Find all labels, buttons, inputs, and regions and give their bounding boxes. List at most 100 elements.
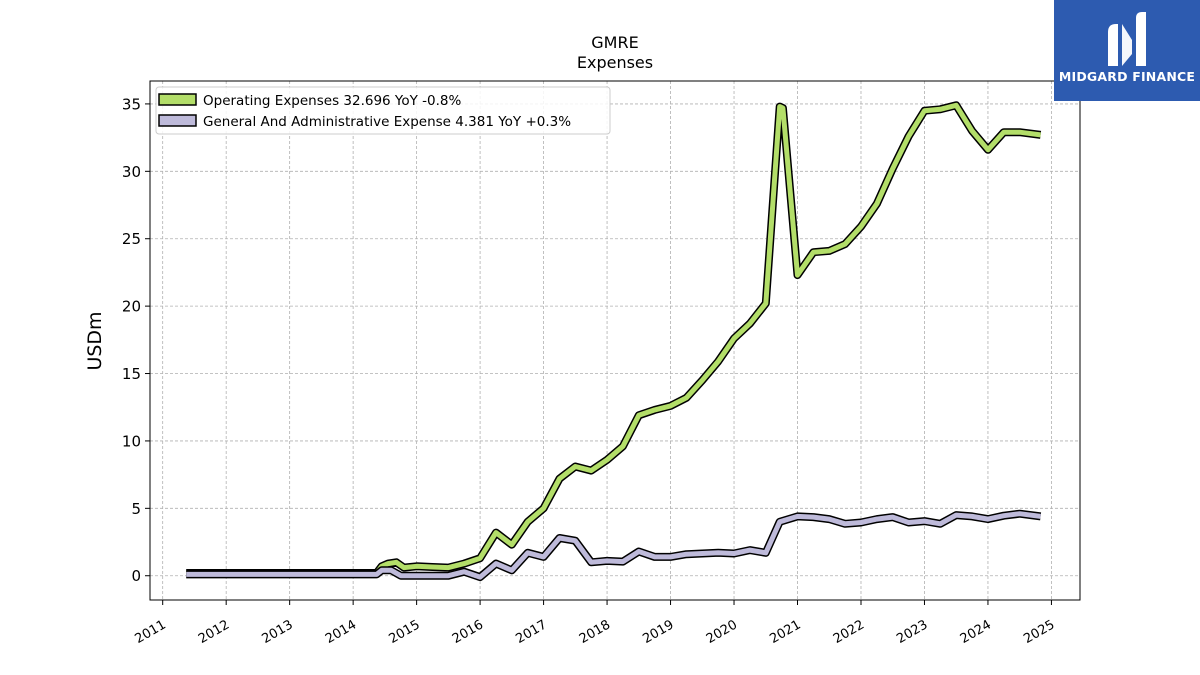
data-point [525, 519, 530, 524]
data-point [636, 549, 641, 554]
data-point [906, 134, 911, 139]
x-tick-label: 2014 [323, 617, 359, 647]
data-point [589, 560, 594, 565]
data-point [401, 565, 406, 570]
data-point [374, 572, 379, 577]
data-point [446, 573, 451, 578]
data-point [398, 573, 403, 578]
x-tick-label: 2018 [577, 617, 613, 647]
data-point [843, 242, 848, 247]
data-point [732, 551, 737, 556]
x-tick-label: 2017 [513, 617, 549, 647]
data-point [716, 359, 721, 364]
data-point [763, 550, 768, 555]
data-point [811, 250, 816, 255]
data-point [652, 554, 657, 559]
data-point [620, 444, 625, 449]
data-point [414, 573, 419, 578]
series-line-general-and-administrative-expense [186, 511, 1041, 580]
data-point [986, 147, 991, 152]
data-point [573, 464, 578, 469]
y-tick-label: 35 [122, 95, 141, 113]
data-point [843, 521, 848, 526]
data-point [386, 561, 391, 566]
data-point [430, 573, 435, 578]
data-point [874, 201, 879, 206]
data-point [795, 514, 800, 519]
data-point [827, 248, 832, 253]
data-point [215, 572, 220, 577]
plot-frame [149, 80, 1081, 601]
data-point [462, 561, 467, 566]
data-point [231, 572, 236, 577]
data-point [525, 550, 530, 555]
data-point [557, 476, 562, 481]
data-point [389, 568, 394, 573]
series-outline-operating-expenses [186, 101, 1042, 577]
x-tick-label: 2025 [1021, 617, 1057, 647]
data-point [263, 572, 268, 577]
data-point [938, 521, 943, 526]
x-tick-label: 2020 [704, 617, 740, 647]
data-point [279, 572, 284, 577]
data-point [1001, 513, 1006, 518]
legend-swatch-general-and-administrative [158, 114, 197, 127]
data-point [478, 575, 483, 580]
logo-text: MIDGARD FINANCE [1058, 69, 1196, 84]
data-point [394, 560, 399, 565]
data-point [509, 542, 514, 547]
legend: Operating Expenses 32.696 YoY -0.8% Gene… [155, 86, 611, 135]
data-point [938, 107, 943, 112]
data-point [922, 519, 927, 524]
data-point [358, 572, 363, 577]
data-point [620, 559, 625, 564]
data-point [827, 517, 832, 522]
data-point [684, 552, 689, 557]
data-point [763, 301, 768, 306]
chart-title: GMRE [591, 33, 638, 52]
data-point [295, 572, 300, 577]
data-point [509, 568, 514, 573]
midgard-finance-logo: MIDGARD FINANCE [1054, 0, 1200, 101]
data-point [795, 273, 800, 278]
data-point [1038, 514, 1043, 519]
x-tick-label: 2019 [640, 617, 676, 647]
data-point [874, 517, 879, 522]
data-point [589, 468, 594, 473]
data-point [379, 568, 384, 573]
data-point [906, 520, 911, 525]
chart-subtitle: Expenses [577, 53, 653, 72]
data-point [573, 538, 578, 543]
data-point [777, 519, 782, 524]
data-point [954, 513, 959, 518]
midgard-logo-icon [1108, 12, 1146, 66]
data-point [652, 407, 657, 412]
data-point [184, 572, 189, 577]
data-point [732, 336, 737, 341]
data-point [1001, 130, 1006, 135]
data-point [1017, 130, 1022, 135]
series-points-operating-expenses [184, 103, 1043, 576]
data-point [430, 565, 435, 570]
x-tick-label: 2021 [767, 617, 803, 647]
y-axis-label: USDm [84, 311, 106, 370]
legend-swatch-operating-expenses [158, 93, 197, 106]
x-tick-label: 2024 [958, 617, 994, 647]
data-point [922, 108, 927, 113]
data-point [414, 564, 419, 569]
data-point [859, 224, 864, 229]
x-tick-label: 2022 [831, 617, 867, 647]
data-point [986, 517, 991, 522]
x-tick-label: 2016 [450, 617, 486, 647]
data-point [342, 572, 347, 577]
data-point [859, 520, 864, 525]
y-tick-label: 15 [122, 365, 141, 383]
data-point [636, 413, 641, 418]
data-point [890, 166, 895, 171]
data-point [747, 321, 752, 326]
y-tick-label: 0 [131, 567, 141, 585]
data-point [668, 554, 673, 559]
y-tick-label: 10 [122, 432, 141, 450]
data-point [541, 554, 546, 559]
